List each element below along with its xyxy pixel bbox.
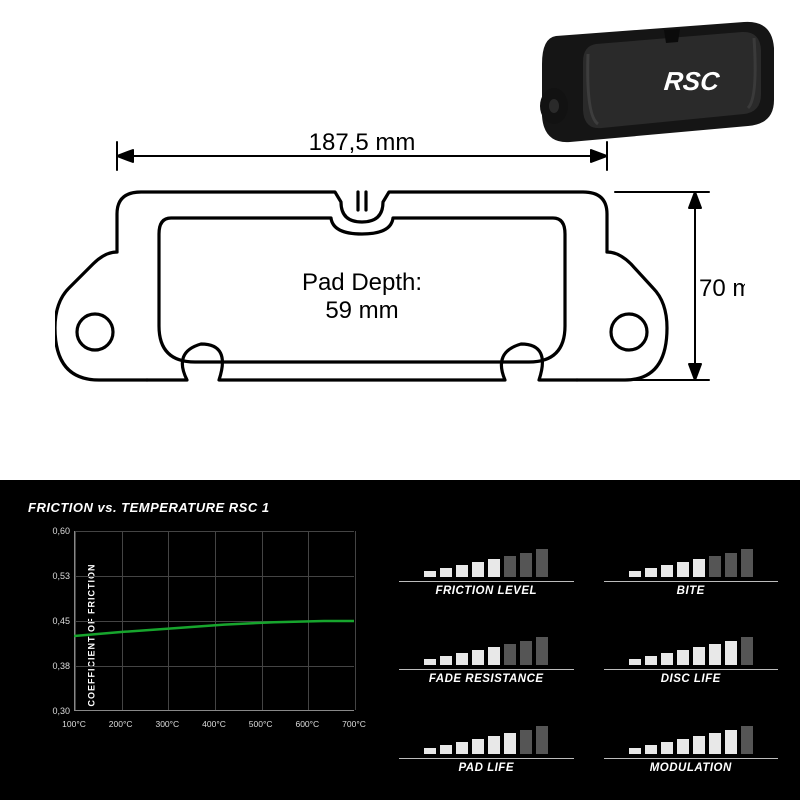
chart-xtick: 500°C — [249, 719, 273, 729]
rating-meter-bite: BITE — [604, 520, 779, 597]
chart-xtick: 600°C — [295, 719, 319, 729]
meter-label: DISC LIFE — [604, 669, 779, 685]
rating-meter-fade-resistance: FADE RESISTANCE — [399, 609, 574, 686]
width-dimension-label: 187,5 mm — [309, 130, 416, 156]
chart-xtick: 200°C — [109, 719, 133, 729]
performance-panel: FRICTION vs. TEMPERATURE RSC 1 COEFFICIE… — [0, 480, 800, 800]
chart-title: FRICTION vs. TEMPERATURE RSC 1 — [28, 500, 373, 515]
technical-drawing: 187,5 mm 70 mm — [55, 130, 745, 460]
chart-ytick: 0,45 — [48, 616, 70, 626]
meter-label: FRICTION LEVEL — [399, 581, 574, 597]
pad-depth-label-line1: Pad Depth: — [302, 269, 422, 296]
rating-meter-modulation: MODULATION — [604, 697, 779, 774]
meter-bars — [424, 549, 548, 577]
chart-ytick: 0,53 — [48, 571, 70, 581]
meter-bars — [629, 726, 753, 754]
meter-bars — [629, 637, 753, 665]
rating-meter-disc-life: DISC LIFE — [604, 609, 779, 686]
rating-meter-friction-level: FRICTION LEVEL — [399, 520, 574, 597]
chart-ytick: 0,38 — [48, 661, 70, 671]
rating-meters-grid: FRICTION LEVEL BITE FADE RESISTANCE DISC LI… — [385, 480, 800, 800]
pad-3d-logo-text: RSC — [663, 66, 722, 96]
meter-bars — [424, 637, 548, 665]
height-dimension-label: 70 mm — [699, 275, 745, 302]
meter-label: PAD LIFE — [399, 758, 574, 774]
meter-bars — [629, 549, 753, 577]
technical-drawing-svg: 187,5 mm 70 mm — [55, 130, 745, 460]
meter-label: BITE — [604, 581, 779, 597]
meter-bars — [424, 726, 548, 754]
chart-xtick: 100°C — [62, 719, 86, 729]
chart-ytick: 0,30 — [48, 706, 70, 716]
chart-xtick: 700°C — [342, 719, 366, 729]
rating-meter-pad-life: PAD LIFE — [399, 697, 574, 774]
meter-label: MODULATION — [604, 758, 779, 774]
chart-xtick: 300°C — [155, 719, 179, 729]
pad-depth-label-line2: 59 mm — [325, 297, 398, 324]
meter-label: FADE RESISTANCE — [399, 669, 574, 685]
chart-ytick: 0,60 — [48, 526, 70, 536]
friction-chart-container: FRICTION vs. TEMPERATURE RSC 1 COEFFICIE… — [0, 480, 385, 800]
chart-wrap: COEFFICIENT OF FRICTION 0,300,380,450,53… — [42, 525, 372, 745]
chart-line-svg — [74, 531, 354, 711]
chart-xtick: 400°C — [202, 719, 226, 729]
